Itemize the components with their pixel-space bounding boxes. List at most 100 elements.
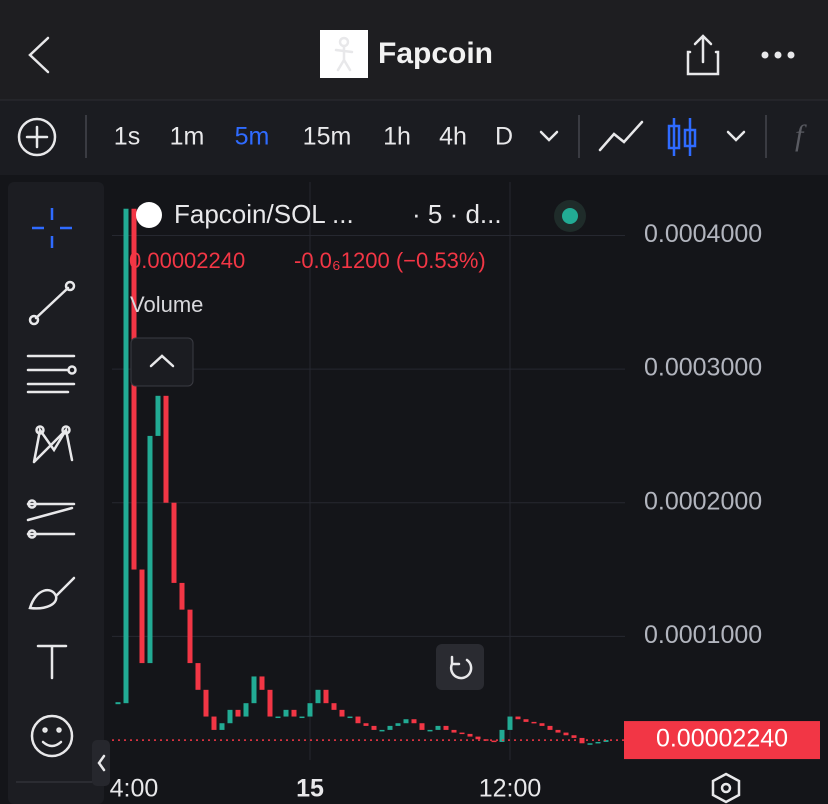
collapse-toolbar[interactable]	[92, 740, 110, 786]
candle	[427, 729, 433, 732]
prediction-tool[interactable]	[26, 499, 76, 539]
reset-icon	[449, 655, 473, 680]
candle	[155, 395, 161, 436]
candle	[387, 725, 393, 730]
volume-label: Volume	[130, 292, 203, 317]
candle	[347, 716, 353, 719]
reset-button[interactable]	[436, 644, 484, 690]
y-tick-label: 0.0001000	[644, 621, 762, 649]
candle	[123, 208, 129, 704]
legend-meta: · 5 · d...	[412, 199, 502, 229]
drawing-toolbar	[8, 182, 104, 804]
candle	[187, 609, 193, 664]
candle	[563, 732, 569, 736]
plot	[112, 182, 625, 760]
x-tick-label: 12:00	[479, 775, 542, 803]
candle	[163, 395, 169, 503]
candle	[267, 689, 273, 717]
interval-dropdown[interactable]	[539, 130, 559, 142]
legend-close: 0.00002240	[129, 248, 245, 273]
candle	[275, 716, 281, 719]
back-button[interactable]	[28, 36, 50, 74]
candle	[571, 735, 577, 738]
pattern-tool[interactable]	[32, 425, 74, 464]
candle	[139, 569, 145, 664]
candle	[259, 676, 265, 690]
interval-button[interactable]: 1m	[170, 123, 205, 151]
candle	[251, 676, 257, 704]
crosshair-tool[interactable]	[32, 208, 72, 248]
y-tick-label: 0.0004000	[644, 220, 762, 248]
last-price-label: 0.00002240	[656, 725, 788, 753]
candle	[419, 723, 425, 730]
candle	[523, 719, 529, 722]
candle	[435, 725, 441, 730]
candle	[371, 725, 377, 730]
candle	[411, 719, 417, 724]
candle	[171, 502, 177, 583]
share-button[interactable]	[686, 34, 720, 76]
candle	[499, 729, 505, 742]
candle	[539, 723, 545, 726]
chart-bg	[0, 175, 828, 804]
candle	[467, 733, 473, 737]
candle	[547, 725, 553, 730]
candle	[323, 689, 329, 704]
candle	[115, 702, 121, 705]
candle	[475, 736, 481, 740]
y-tick-label: 0.0002000	[644, 487, 762, 515]
status-dot	[562, 208, 578, 224]
style-dropdown[interactable]	[726, 130, 746, 142]
candle	[195, 663, 201, 690]
candle	[235, 709, 241, 717]
x-tick-label: 15	[296, 775, 324, 803]
candle	[451, 729, 457, 733]
x-tick-label: 4:00	[110, 775, 159, 803]
candle	[291, 709, 297, 717]
candle	[587, 743, 593, 745]
candle	[515, 716, 521, 720]
legend-logo	[136, 202, 162, 228]
candle	[131, 208, 137, 570]
settings-button[interactable]	[711, 772, 741, 804]
candle	[355, 716, 361, 724]
text-tool[interactable]	[36, 644, 68, 680]
candle	[491, 740, 497, 743]
candle	[507, 716, 513, 730]
candle	[307, 703, 313, 717]
candle	[363, 723, 369, 726]
candle	[459, 732, 465, 735]
candle	[227, 709, 233, 724]
line-style-button[interactable]	[598, 120, 644, 152]
interval-button[interactable]: 4h	[439, 123, 467, 151]
candle	[243, 703, 249, 717]
logo-figure	[334, 36, 354, 72]
brush-tool[interactable]	[28, 576, 76, 610]
interval-button[interactable]: 15m	[303, 123, 352, 151]
candle	[555, 729, 561, 733]
fib-tool[interactable]	[26, 354, 77, 394]
interval-button[interactable]: 1s	[114, 123, 140, 151]
candle	[379, 729, 385, 732]
candle	[395, 723, 401, 726]
interval-button[interactable]: D	[495, 123, 513, 151]
candle	[219, 723, 225, 730]
candle	[211, 716, 217, 730]
more-button[interactable]	[761, 51, 795, 59]
interval-button[interactable]: 5m	[235, 123, 270, 151]
candle	[595, 741, 601, 744]
candle	[331, 703, 337, 710]
candle	[339, 709, 345, 717]
add-indicator-button[interactable]	[17, 117, 57, 157]
collapse-legend[interactable]	[130, 337, 194, 387]
trendline-tool[interactable]	[28, 280, 76, 326]
interval-button[interactable]: 1h	[383, 123, 411, 151]
header-title: Fapcoin	[378, 37, 493, 70]
candle	[299, 716, 305, 719]
candle	[403, 719, 409, 724]
candle-style-button[interactable]	[667, 118, 697, 156]
candle	[203, 689, 209, 717]
emoji-tool[interactable]	[30, 714, 74, 758]
candle	[531, 721, 537, 724]
